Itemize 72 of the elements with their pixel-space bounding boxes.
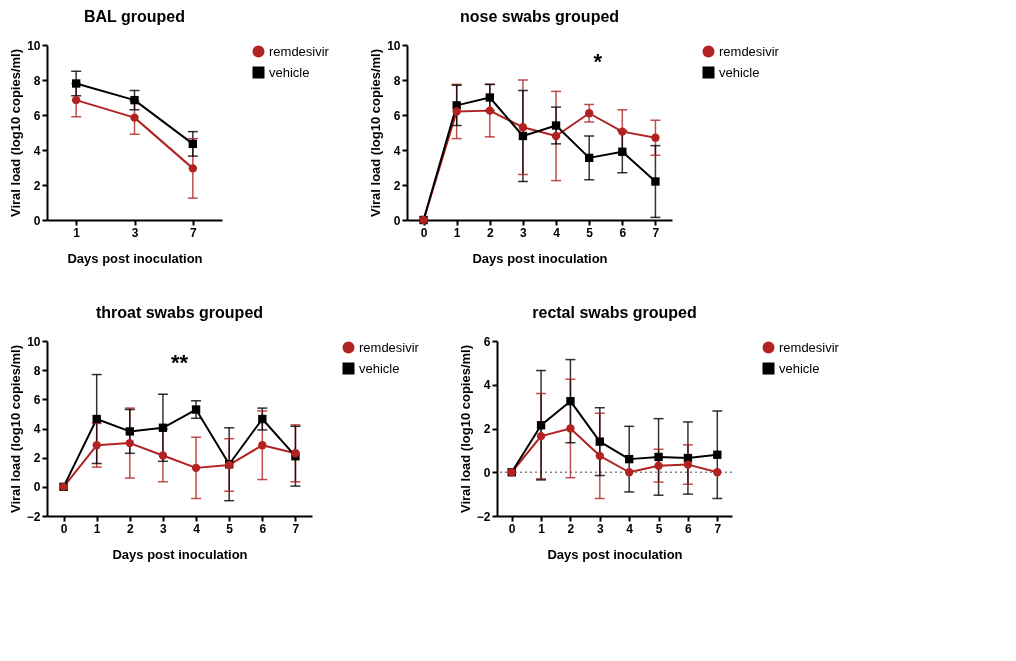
y-tick-label: 0 [33, 480, 41, 495]
x-tick-label: 2 [567, 521, 575, 536]
chart-title: BAL grouped [83, 8, 186, 25]
x-tick-label: 6 [685, 521, 693, 536]
y-tick-label: 4 [33, 422, 41, 436]
chart-title: nose swabs grouped [459, 8, 620, 25]
y-tick-label: 8 [33, 73, 41, 88]
x-tick-label: 1 [93, 521, 101, 536]
x-tick-label: 0 [508, 521, 516, 536]
y-axis-title: Viral load (log10 copies/ml) [368, 48, 384, 218]
x-tick-label: 7 [714, 521, 722, 536]
y-tick-label: −2 [476, 509, 491, 524]
legend-label: remdesivir [779, 339, 840, 355]
y-tick-label: 0 [393, 213, 401, 228]
y-tick-label: 0 [33, 213, 41, 228]
x-tick-label: 0 [60, 521, 68, 536]
y-axis-title: Viral load (log10 copies/ml) [7, 344, 23, 514]
y-axis-title: Viral load (log10 copies/ml) [457, 344, 473, 514]
x-tick-label: 7 [189, 225, 197, 240]
y-tick-label: 6 [33, 392, 41, 407]
x-axis-title: Days post inoculation [472, 250, 608, 266]
legend-label: remdesivir [269, 43, 330, 59]
legend-label: remdesivir [719, 43, 780, 59]
x-tick-label: 3 [131, 225, 139, 240]
x-tick-label: 2 [126, 521, 134, 536]
y-tick-label: 2 [393, 178, 401, 193]
annotation: ** [170, 350, 189, 376]
x-axis-title: Days post inoculation [67, 250, 203, 266]
y-tick-label: −2 [26, 509, 41, 524]
x-tick-label: 5 [226, 521, 234, 536]
legend-label: vehicle [269, 64, 310, 80]
x-tick-label: 6 [259, 521, 267, 536]
y-tick-label: 4 [483, 378, 491, 393]
x-tick-label: 1 [453, 225, 461, 240]
y-tick-label: 8 [33, 363, 41, 378]
annotation: * [593, 49, 603, 74]
x-tick-label: 4 [626, 521, 634, 536]
legend-label: vehicle [719, 64, 760, 80]
y-axis-title: Viral load (log10 copies/ml) [8, 48, 24, 218]
y-tick-label: 4 [393, 143, 401, 158]
y-tick-label: 6 [33, 108, 41, 123]
x-tick-label: 1 [538, 521, 546, 536]
legend-label: vehicle [779, 360, 820, 376]
y-tick-label: 2 [33, 451, 41, 466]
x-tick-label: 0 [420, 225, 428, 240]
chart-title: throat swabs grouped [95, 304, 264, 321]
y-tick-label: 4 [33, 143, 41, 158]
y-tick-label: 2 [483, 422, 491, 436]
legend-label: vehicle [359, 360, 400, 376]
x-tick-label: 3 [520, 225, 528, 240]
chart-title: rectal swabs grouped [532, 304, 697, 321]
y-tick-label: 2 [33, 178, 41, 193]
x-tick-label: 5 [655, 521, 663, 536]
x-tick-label: 6 [619, 225, 627, 240]
x-axis-title: Days post inoculation [112, 546, 248, 562]
x-tick-label: 4 [553, 225, 561, 240]
y-tick-label: 10 [27, 334, 41, 349]
y-tick-label: 6 [483, 334, 491, 349]
x-tick-label: 4 [193, 521, 201, 536]
x-tick-label: 3 [160, 521, 168, 536]
legend-label: remdesivir [359, 339, 420, 355]
x-tick-label: 3 [596, 521, 604, 536]
y-tick-label: 0 [483, 465, 491, 480]
x-axis-title: Days post inoculation [547, 546, 683, 562]
x-tick-label: 1 [73, 225, 81, 240]
x-tick-label: 7 [652, 225, 660, 240]
y-tick-label: 6 [393, 108, 401, 123]
y-tick-label: 10 [387, 38, 401, 53]
x-tick-label: 7 [292, 521, 300, 536]
y-tick-label: 10 [27, 38, 41, 53]
y-tick-label: 8 [393, 73, 401, 88]
x-tick-label: 5 [586, 225, 594, 240]
